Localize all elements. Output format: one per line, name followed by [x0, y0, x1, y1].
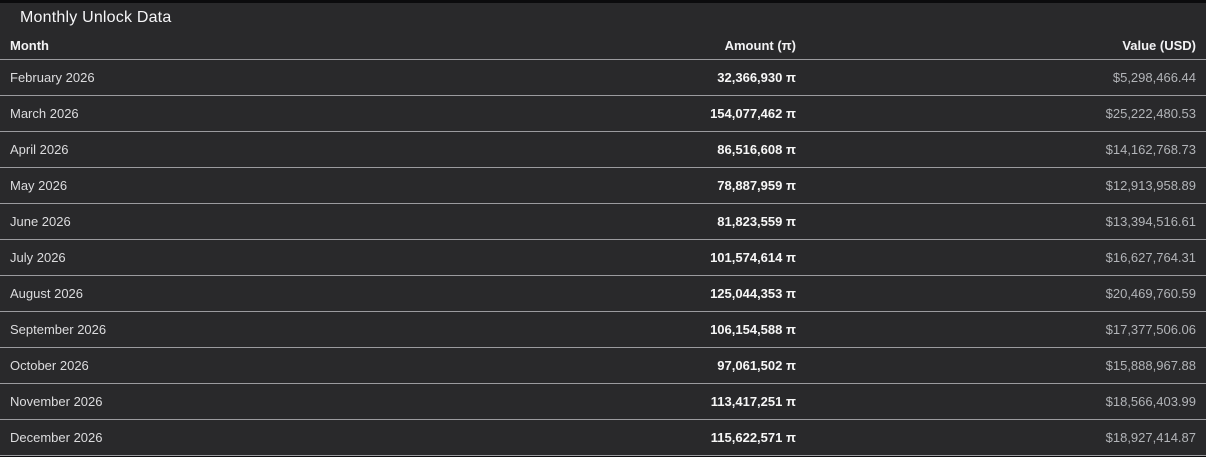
- table-header: Month Amount (π) Value (USD): [0, 31, 1206, 60]
- table-row: June 2026 81,823,559 π $13,394,516.61: [0, 203, 1206, 240]
- amount-cell: 78,887,959 π: [397, 167, 796, 204]
- table-row: July 2026 101,574,614 π $16,627,764.31: [0, 239, 1206, 276]
- table-row: May 2026 78,887,959 π $12,913,958.89: [0, 167, 1206, 204]
- value-cell: $17,377,506.06: [795, 311, 1206, 348]
- value-cell: $25,222,480.53: [795, 95, 1206, 132]
- column-header-amount: Amount (π): [397, 31, 796, 60]
- month-cell: April 2026: [0, 131, 398, 168]
- table-row: December 2026 115,622,571 π $18,927,414.…: [0, 419, 1206, 456]
- value-cell: $12,913,958.89: [795, 167, 1206, 204]
- value-cell: $13,394,516.61: [795, 203, 1206, 240]
- month-cell: March 2026: [0, 95, 398, 132]
- amount-cell: 125,044,353 π: [397, 275, 796, 312]
- table-header-row: Month Amount (π) Value (USD): [0, 31, 1206, 60]
- table-row: November 2026 113,417,251 π $18,566,403.…: [0, 383, 1206, 420]
- unlock-table: Month Amount (π) Value (USD) February 20…: [0, 31, 1206, 456]
- month-cell: May 2026: [0, 167, 398, 204]
- table-row: March 2026 154,077,462 π $25,222,480.53: [0, 95, 1206, 132]
- value-cell: $18,927,414.87: [795, 419, 1206, 456]
- amount-cell: 115,622,571 π: [397, 419, 796, 456]
- month-cell: July 2026: [0, 239, 398, 276]
- month-cell: June 2026: [0, 203, 398, 240]
- table-row: February 2026 32,366,930 π $5,298,466.44: [0, 60, 1206, 96]
- table-row: September 2026 106,154,588 π $17,377,506…: [0, 311, 1206, 348]
- month-cell: September 2026: [0, 311, 398, 348]
- amount-cell: 32,366,930 π: [717, 70, 796, 85]
- amount-cell: 97,061,502 π: [397, 347, 796, 384]
- column-header-value: Value (USD): [795, 31, 1206, 60]
- table-row: October 2026 97,061,502 π $15,888,967.88: [0, 347, 1206, 384]
- month-cell: November 2026: [0, 383, 398, 420]
- table-row: April 2026 86,516,608 π $14,162,768.73: [0, 131, 1206, 168]
- column-header-month: Month: [0, 31, 398, 60]
- month-cell: February 2026: [10, 70, 95, 85]
- amount-cell: 154,077,462 π: [397, 95, 796, 132]
- value-cell: $5,298,466.44: [1112, 70, 1196, 85]
- amount-cell: 86,516,608 π: [397, 131, 796, 168]
- month-cell: October 2026: [0, 347, 398, 384]
- amount-cell: 81,823,559 π: [397, 203, 796, 240]
- value-cell: $16,627,764.31: [795, 239, 1206, 276]
- amount-cell: 106,154,588 π: [397, 311, 796, 348]
- value-cell: $20,469,760.59: [795, 275, 1206, 312]
- value-cell: $14,162,768.73: [795, 131, 1206, 168]
- card-title: Monthly Unlock Data: [20, 9, 172, 26]
- amount-cell: 113,417,251 π: [397, 383, 796, 420]
- value-cell: $15,888,967.88: [795, 347, 1206, 384]
- table-row: August 2026 125,044,353 π $20,469,760.59: [0, 275, 1206, 312]
- table-body: February 2026 32,366,930 π $5,298,466.44…: [0, 60, 1206, 456]
- month-cell: December 2026: [0, 419, 398, 456]
- monthly-unlock-card: Monthly Unlock Data Month Amount (π) Val…: [0, 3, 1206, 456]
- value-cell: $18,566,403.99: [795, 383, 1206, 420]
- month-cell: August 2026: [0, 275, 398, 312]
- amount-cell: 101,574,614 π: [397, 239, 796, 276]
